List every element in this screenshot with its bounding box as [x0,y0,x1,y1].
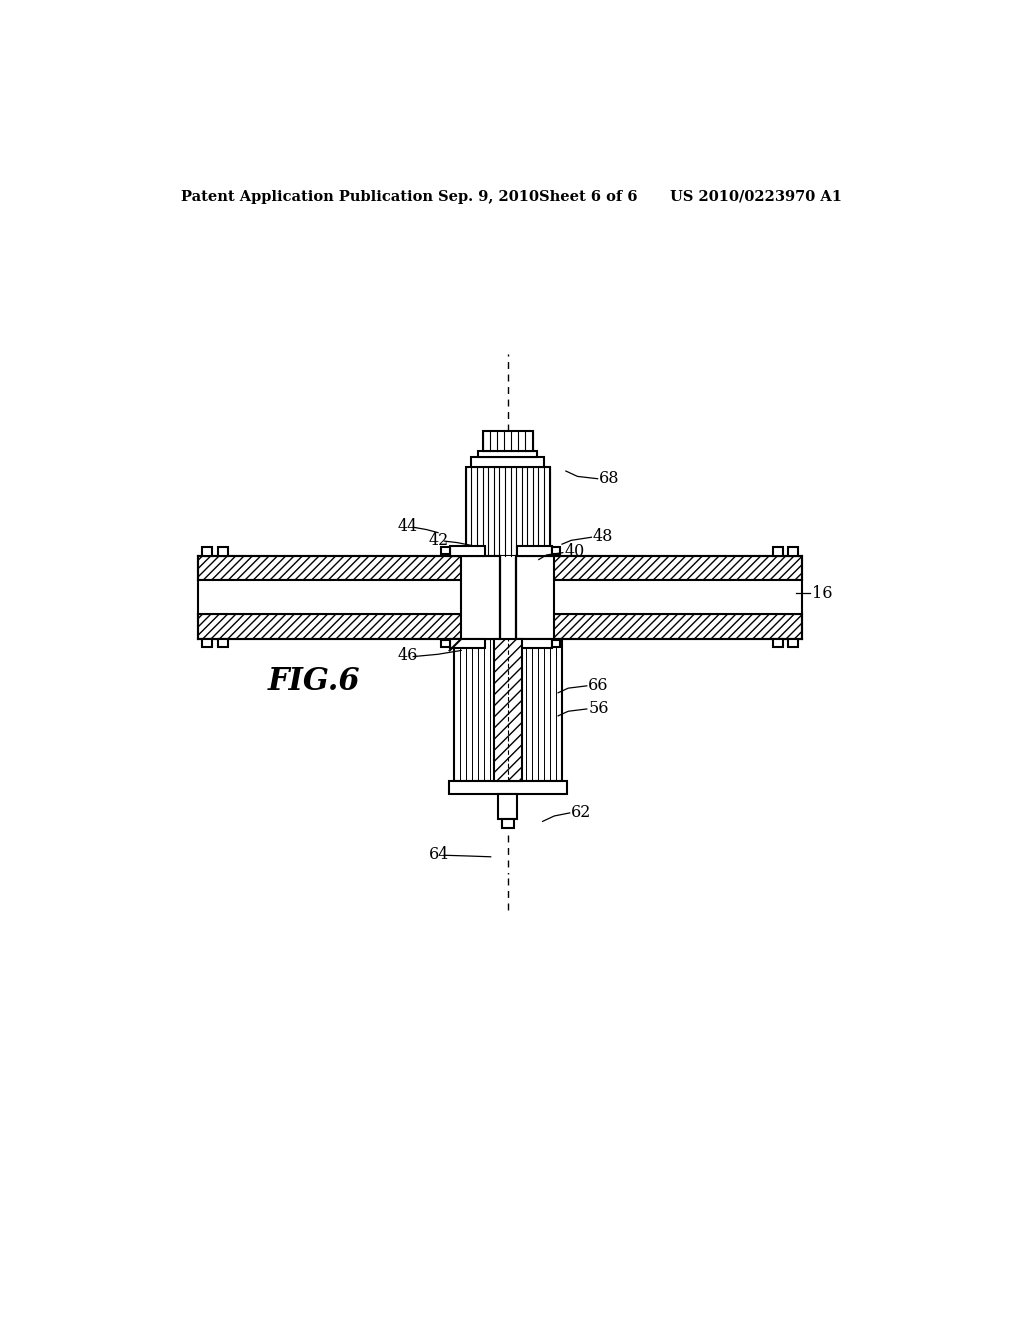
Text: Sep. 9, 2010: Sep. 9, 2010 [438,190,539,203]
Bar [198,581,802,614]
Text: US 2010/0223970 A1: US 2010/0223970 A1 [671,190,843,203]
Bar [788,548,799,556]
Text: 46: 46 [397,647,418,664]
Bar [203,639,212,647]
Bar [517,639,552,648]
Bar [441,548,450,554]
Text: 68: 68 [599,470,620,487]
Bar [218,548,228,556]
Bar [552,640,560,647]
Bar [502,818,514,828]
Bar [788,639,799,647]
Text: 40: 40 [564,544,585,561]
Bar [198,556,802,581]
Bar [494,639,521,781]
Bar [450,639,484,648]
Bar [441,640,450,647]
Text: Patent Application Publication: Patent Application Publication [180,190,433,203]
Bar [500,556,515,639]
Bar [461,556,500,639]
Bar [203,548,212,556]
Bar [198,614,802,639]
Text: 64: 64 [429,846,450,863]
Text: 16: 16 [812,585,833,602]
Bar [552,548,560,554]
Text: 56: 56 [589,700,609,717]
Bar [478,451,538,457]
Bar [517,546,552,556]
Bar [483,430,532,451]
Bar [773,639,783,647]
Bar [454,639,562,781]
Bar [773,548,783,556]
Text: 44: 44 [397,517,418,535]
Bar [471,457,544,467]
Text: Sheet 6 of 6: Sheet 6 of 6 [539,190,637,203]
Bar [515,556,554,639]
Text: 42: 42 [429,532,449,549]
Bar [450,546,484,556]
Bar [499,795,517,818]
Text: 66: 66 [589,677,609,693]
Bar [449,781,566,795]
Text: FIG.6: FIG.6 [267,667,360,697]
Bar [218,639,228,647]
Text: 48: 48 [593,528,613,545]
Text: 62: 62 [571,804,592,821]
Bar [466,467,550,556]
